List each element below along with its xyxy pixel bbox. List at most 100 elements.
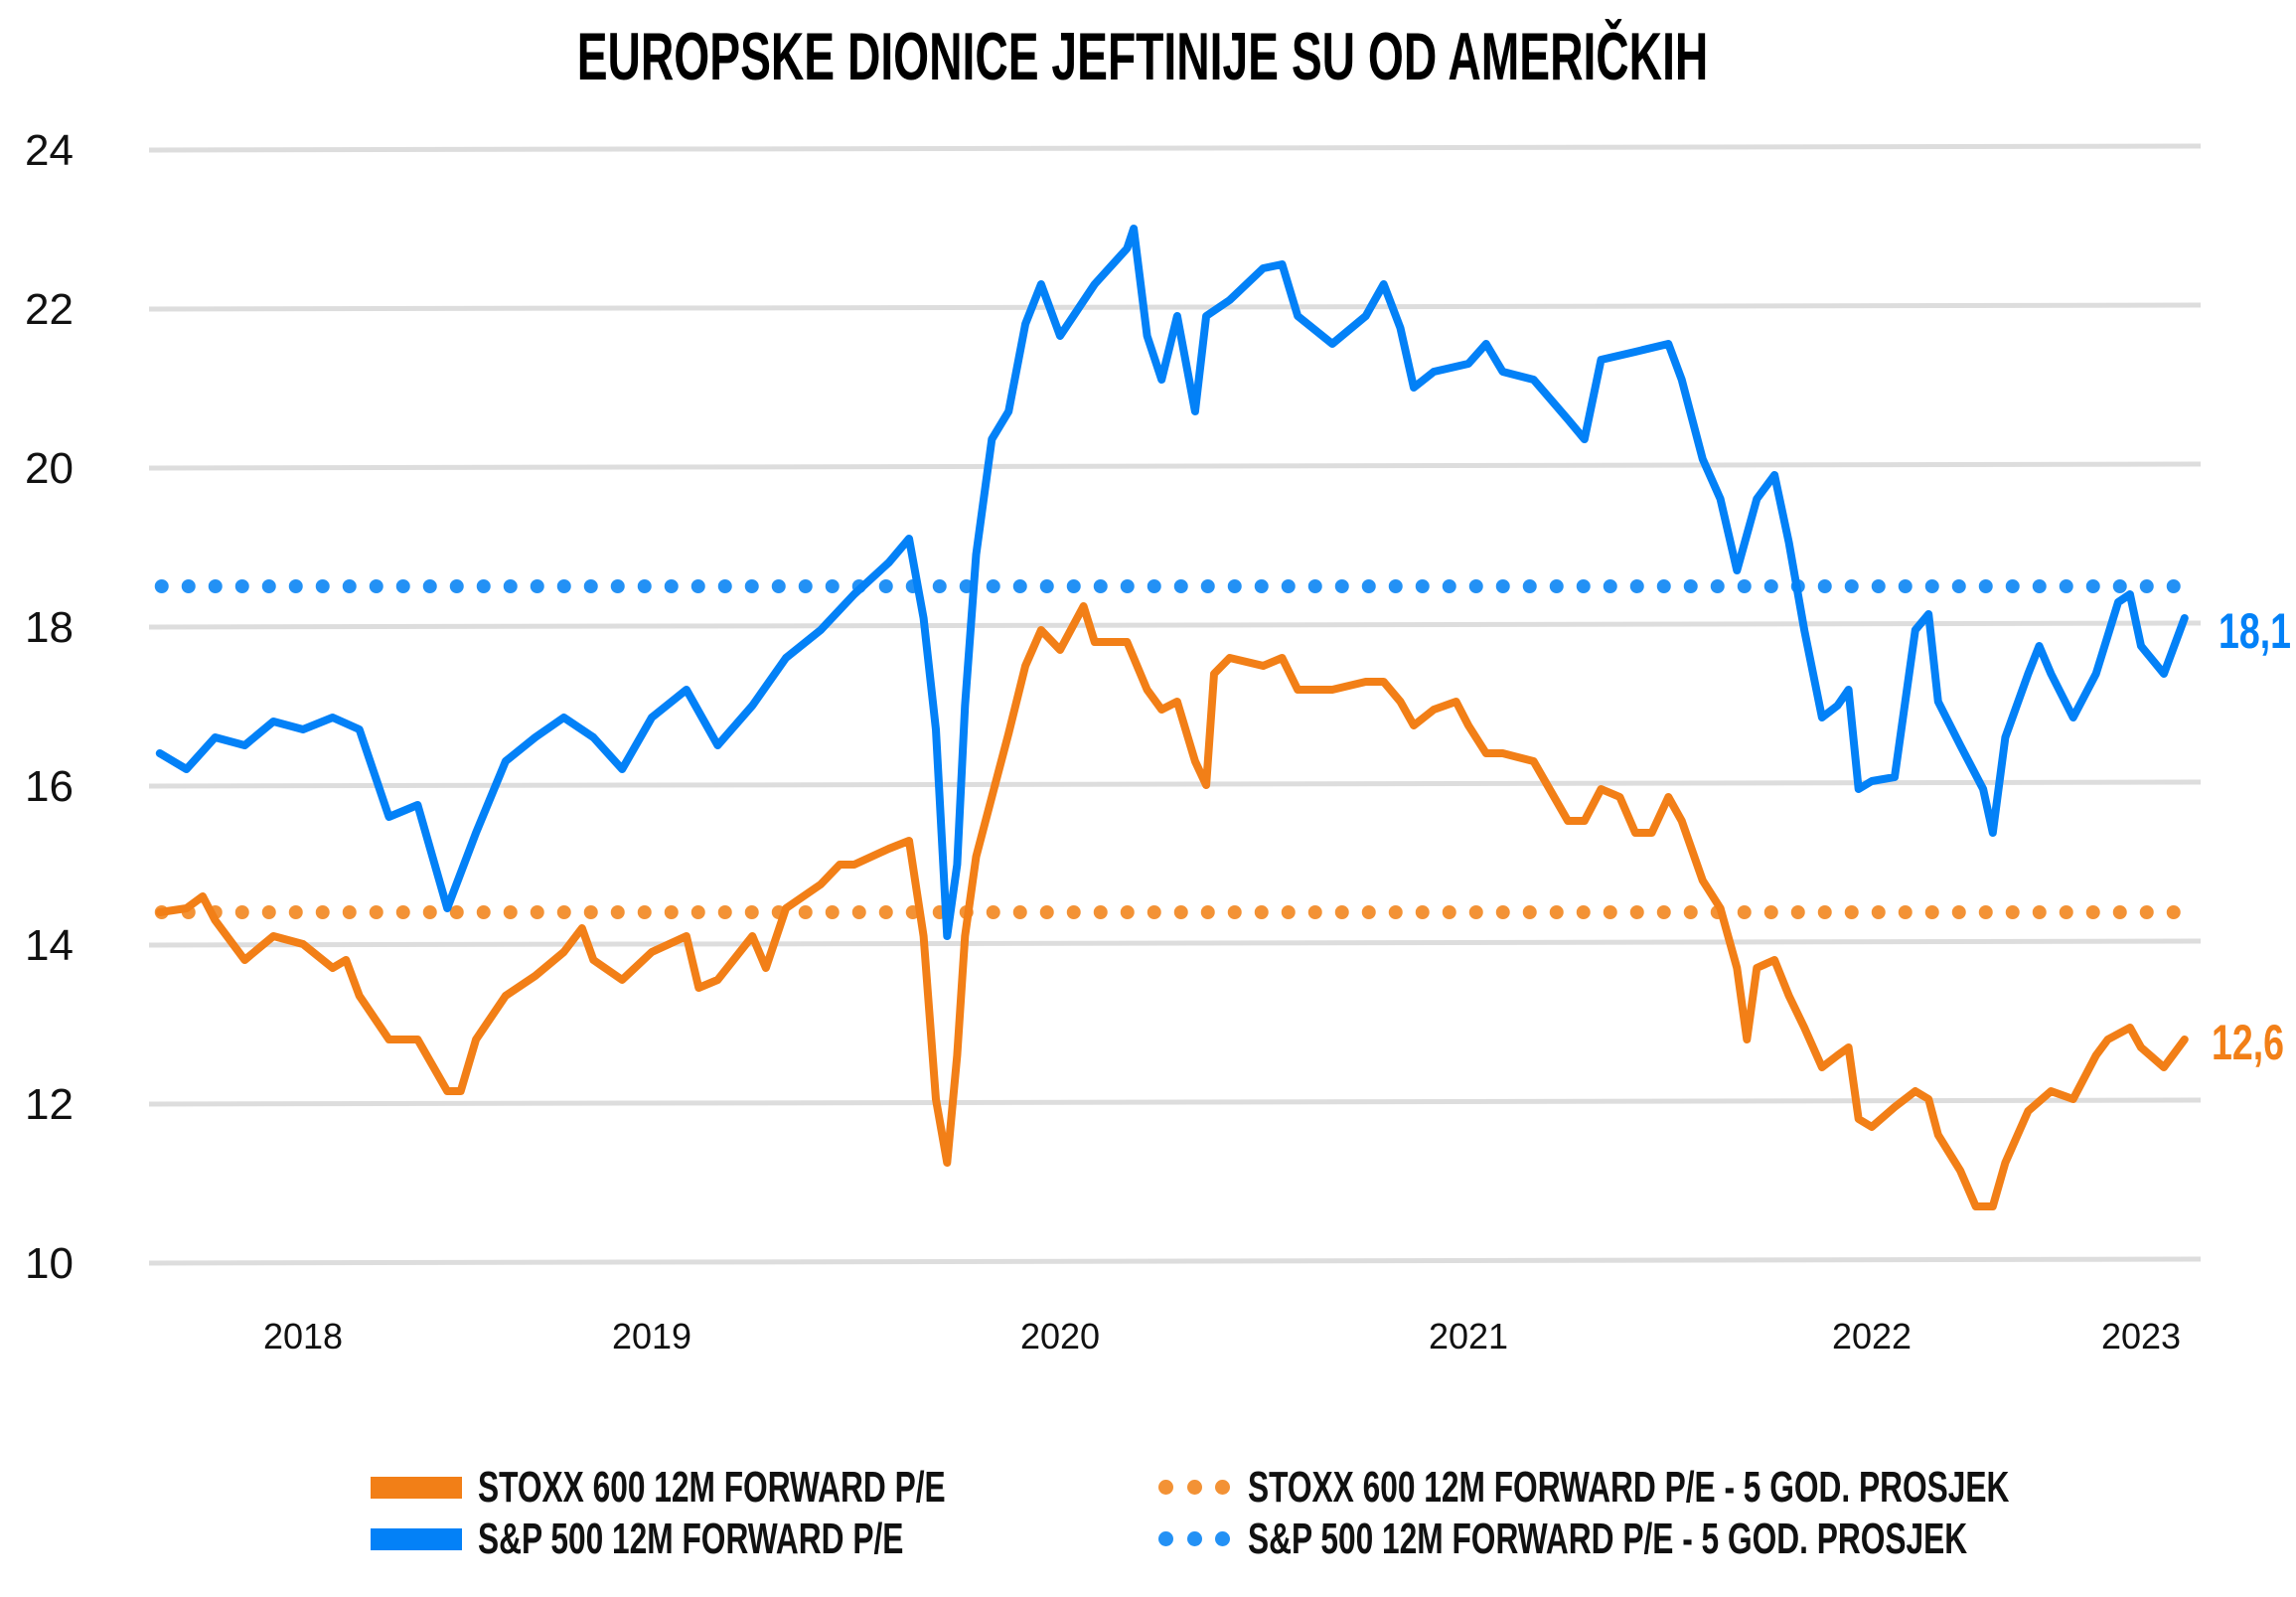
data-point — [850, 590, 858, 598]
data-point — [1080, 602, 1088, 610]
data-point — [1004, 407, 1012, 415]
x-axis-ticks: 2018 2019 2020 2021 2022 2023 — [263, 1316, 2181, 1357]
data-point — [560, 948, 567, 956]
data-point — [1717, 904, 1725, 912]
data-point — [1037, 280, 1045, 288]
data-point — [1191, 407, 1199, 415]
data-point — [920, 614, 928, 622]
average-lines — [154, 579, 2194, 919]
data-point — [1294, 686, 1301, 694]
data-point — [988, 793, 995, 801]
data-point — [713, 976, 721, 984]
data-point — [1279, 260, 1286, 268]
data-point — [1868, 777, 1876, 785]
data-point — [1664, 793, 1672, 801]
data-point — [1753, 495, 1760, 503]
data-point — [1144, 686, 1151, 694]
data-point — [1631, 829, 1639, 837]
data-point — [1499, 368, 1506, 376]
data-point — [1956, 741, 1964, 749]
gridline — [148, 779, 2202, 789]
data-point — [1770, 471, 1778, 479]
data-point — [1989, 829, 1997, 837]
data-point — [1144, 332, 1151, 340]
data-point — [973, 551, 980, 559]
data-point — [457, 1087, 465, 1095]
data-point — [1430, 368, 1438, 376]
data-point — [1868, 1123, 1876, 1131]
data-point — [1482, 340, 1490, 348]
data-point — [212, 916, 219, 924]
data-point — [1581, 435, 1589, 443]
data-point — [1173, 312, 1181, 320]
data-point — [713, 741, 721, 749]
data-point — [269, 932, 277, 940]
data-point — [443, 1087, 451, 1095]
data-point — [1279, 654, 1286, 662]
data-point — [1800, 1024, 1808, 1032]
data-point — [905, 837, 913, 845]
data-point — [2036, 642, 2043, 650]
data-point — [1056, 646, 1064, 654]
y-tick-label: 10 — [25, 1239, 74, 1288]
data-point — [1800, 626, 1808, 634]
y-tick-label: 18 — [25, 603, 74, 652]
data-point — [943, 1159, 951, 1167]
data-point — [762, 964, 770, 972]
data-point — [1934, 1131, 1942, 1139]
data-point — [836, 861, 843, 869]
data-point — [2160, 670, 2168, 678]
data-point — [502, 992, 510, 1000]
data-point — [2181, 614, 2189, 622]
sp500-end-label: 18,1 — [2219, 604, 2291, 659]
data-point — [1733, 964, 1741, 972]
data-point — [1037, 626, 1045, 634]
data-point — [1581, 817, 1589, 825]
x-tick-label: 2023 — [2101, 1316, 2181, 1357]
data-point — [694, 984, 702, 992]
data-point — [1380, 678, 1388, 686]
data-point — [748, 702, 756, 710]
data-point — [2160, 1063, 2168, 1071]
data-point — [385, 1036, 392, 1043]
gridlines — [148, 143, 2202, 1266]
data-point — [1499, 749, 1506, 757]
data-point — [618, 976, 626, 984]
data-point — [240, 956, 248, 964]
data-point — [1956, 1167, 1964, 1175]
data-point — [1733, 566, 1741, 574]
data-point — [1924, 610, 1932, 618]
data-point — [1021, 662, 1029, 670]
data-point — [817, 626, 825, 634]
data-point — [1191, 757, 1199, 765]
data-point — [2126, 590, 2134, 598]
data-point — [2024, 670, 2032, 678]
data-point — [1631, 348, 1639, 356]
data-point — [2001, 1159, 2009, 1167]
data-point — [1130, 225, 1138, 233]
data-point — [953, 1051, 961, 1059]
data-point — [199, 892, 207, 900]
data-point — [1157, 706, 1165, 714]
data-point — [183, 904, 191, 912]
data-point — [183, 765, 191, 773]
data-point — [961, 702, 969, 710]
data-point — [1891, 773, 1899, 781]
end-labels: 18,1 12,6 — [2212, 604, 2291, 1070]
stoxx-series-line — [155, 602, 2189, 1210]
data-point — [472, 1036, 480, 1043]
y-tick-label: 20 — [25, 444, 74, 493]
gridline — [148, 620, 2202, 630]
data-point — [1924, 1095, 1932, 1103]
gridline — [148, 1256, 2202, 1266]
series-lines — [155, 225, 2189, 1210]
data-point — [1891, 1103, 1899, 1111]
data-point — [1410, 721, 1418, 729]
data-point — [1430, 706, 1438, 714]
data-point — [1021, 320, 1029, 328]
data-point — [1328, 686, 1336, 694]
data-point — [1091, 280, 1099, 288]
data-point — [905, 535, 913, 543]
x-tick-label: 2018 — [263, 1316, 343, 1357]
